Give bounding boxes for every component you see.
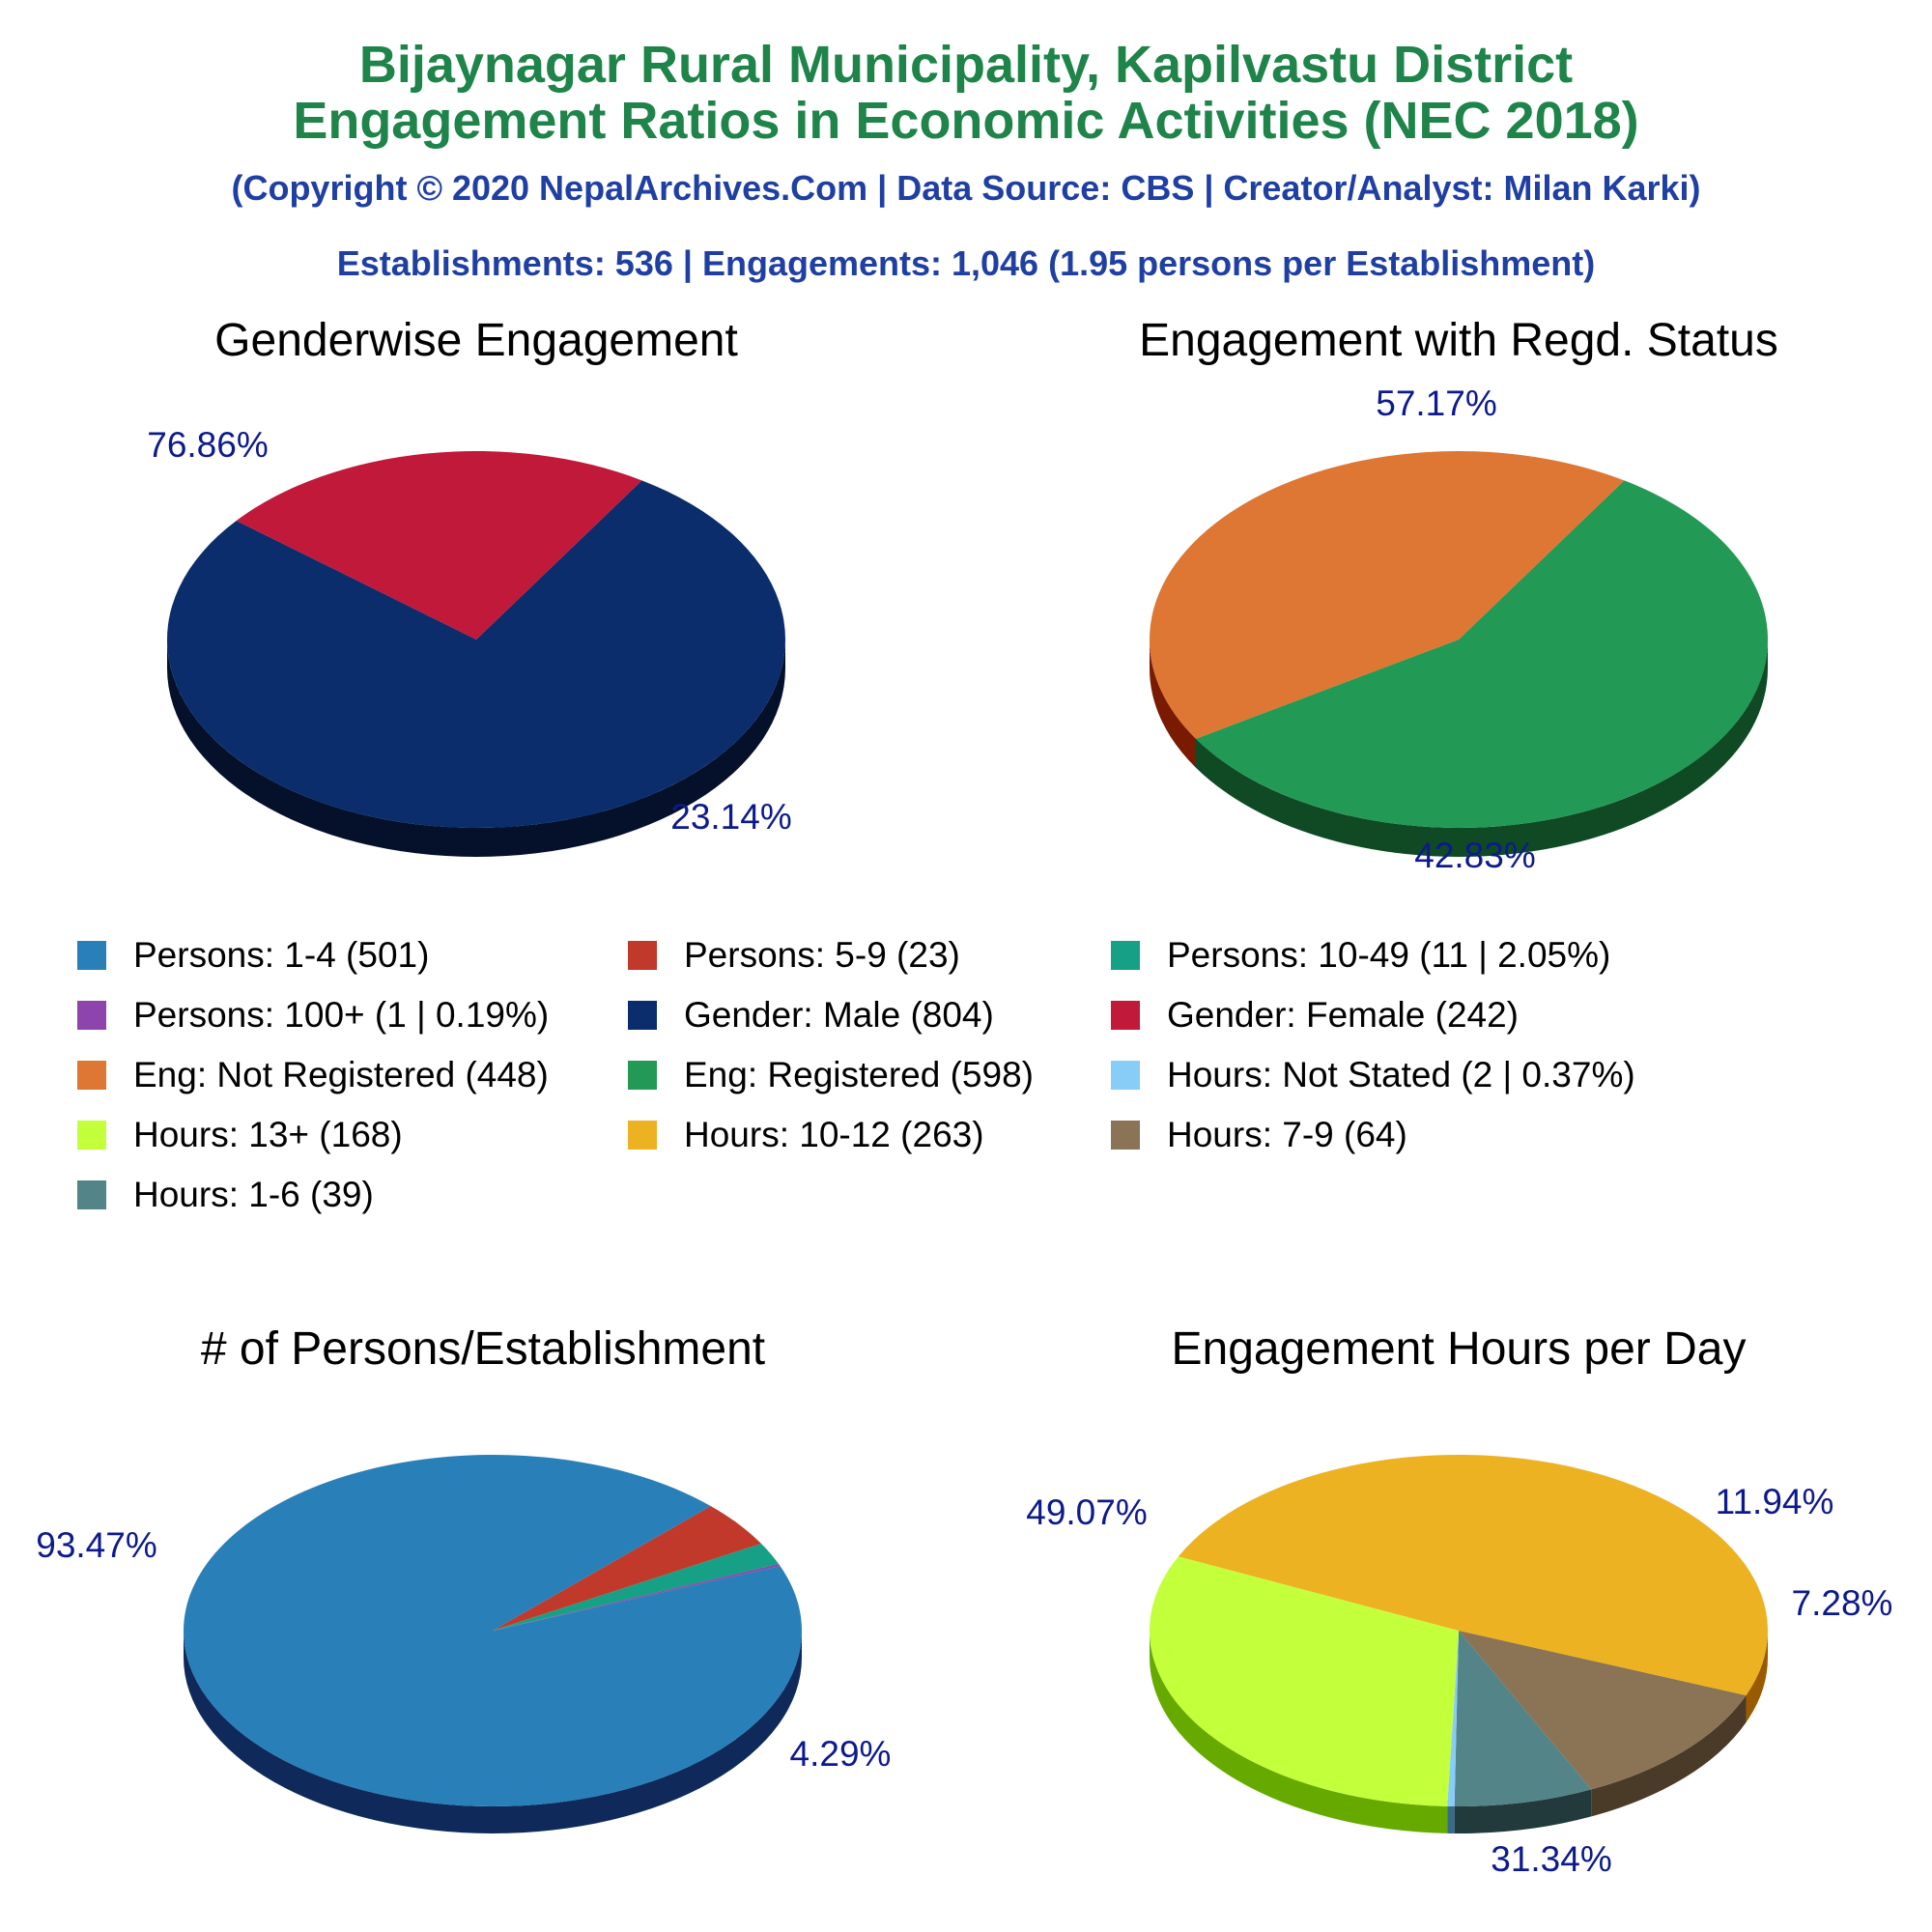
legend-swatch	[1111, 1121, 1140, 1150]
pie-slice	[236, 450, 642, 639]
pie-side	[1447, 1805, 1455, 1833]
legend-item: Persons: 100+ (1 | 0.19%)	[77, 995, 549, 1036]
legend-swatch	[628, 1001, 657, 1030]
pie-side	[1746, 1631, 1768, 1722]
slice-label: 76.86%	[147, 425, 269, 465]
slice-label: 93.47%	[36, 1525, 157, 1565]
legend-swatch	[1111, 1061, 1140, 1090]
legend-label: Persons: 5-9 (23)	[684, 935, 960, 975]
legend-swatch	[77, 1121, 106, 1150]
legend-swatch	[1111, 941, 1140, 970]
legend-item: Hours: Not Stated (2 | 0.37%)	[1111, 1055, 1635, 1095]
legend-swatch	[77, 941, 106, 970]
legend-item: Persons: 5-9 (23)	[628, 935, 960, 976]
pie-slice	[493, 1564, 781, 1631]
slice-label: 23.14%	[670, 797, 792, 837]
pie-slice	[1178, 1455, 1768, 1695]
legend-swatch	[77, 1180, 106, 1209]
pie-chart: Genderwise Engagement 76.86% 23.14%	[147, 315, 792, 857]
pie-slice	[1447, 1631, 1459, 1806]
title-line-1: Bijaynagar Rural Municipality, Kapilvast…	[358, 36, 1574, 94]
legend-item: Gender: Female (242)	[1111, 995, 1519, 1036]
title-line-2: Engagement Ratios in Economic Activities…	[293, 92, 1639, 150]
legend-swatch	[77, 1061, 106, 1090]
chart-title: # of Persons/Establishment	[201, 1323, 765, 1375]
legend-label: Persons: 1-4 (501)	[133, 935, 430, 975]
legend-label: Hours: 1-6 (39)	[133, 1175, 374, 1214]
legend-item: Gender: Male (804)	[628, 995, 994, 1036]
legend-swatch	[628, 1061, 657, 1090]
slice-label: 31.34%	[1491, 1839, 1612, 1879]
legend-item: Eng: Registered (598)	[628, 1055, 1034, 1095]
pie-slice	[1459, 1631, 1747, 1790]
pie-chart: Engagement Hours per Day 11.94% 7.28% 31.34…	[1026, 1323, 1892, 1879]
pie-chart: # of Persons/Establishment 93.47% 4.29%	[36, 1323, 891, 1833]
pie-slice	[1195, 480, 1768, 828]
legend-label: Eng: Not Registered (448)	[133, 1055, 549, 1094]
pie-side	[1195, 639, 1768, 857]
chart-title: Engagement Hours per Day	[1172, 1323, 1747, 1375]
pie-slice	[167, 480, 785, 828]
slice-label: 11.94%	[1716, 1482, 1834, 1521]
legend-swatch	[628, 941, 657, 970]
legend-swatch	[77, 1001, 106, 1030]
pie-side-walls	[1150, 639, 1768, 857]
pie-slice	[1150, 1556, 1459, 1806]
slice-label: 57.17%	[1376, 384, 1497, 423]
legend-label: Hours: 13+ (168)	[133, 1115, 403, 1154]
slice-label: 4.29%	[790, 1734, 892, 1774]
legend-item: Hours: 13+ (168)	[77, 1115, 403, 1155]
legend-label: Hours: 7-9 (64)	[1167, 1115, 1407, 1154]
pie-side	[1591, 1694, 1747, 1817]
legend-item: Hours: 7-9 (64)	[1111, 1115, 1407, 1155]
legend-swatch	[1111, 1001, 1140, 1030]
pie-slice	[1150, 450, 1625, 739]
legend-item: Hours: 10-12 (263)	[628, 1115, 984, 1155]
pie-slice	[493, 1543, 780, 1631]
legend-item: Persons: 10-49 (11 | 2.05%)	[1111, 935, 1610, 976]
legend-label: Gender: Male (804)	[684, 995, 994, 1035]
legend-label: Hours: 10-12 (263)	[684, 1115, 984, 1154]
pie-side	[1150, 1631, 1448, 1833]
pie-slice	[493, 1506, 762, 1631]
pie-chart: Engagement with Regd. Status 57.17% 42.83%	[1139, 315, 1778, 875]
legend-item: Persons: 1-4 (501)	[77, 935, 429, 976]
slice-label: 42.83%	[1414, 836, 1536, 875]
pie-side	[1454, 1789, 1592, 1833]
pie-side-walls	[1150, 1631, 1768, 1833]
pie-slice	[1454, 1631, 1592, 1806]
legend-label: Persons: 100+ (1 | 0.19%)	[133, 995, 550, 1035]
legend-item: Eng: Not Registered (448)	[77, 1055, 549, 1095]
legend-label: Persons: 10-49 (11 | 2.05%)	[1167, 935, 1611, 975]
copyright-line: (Copyright © 2020 NepalArchives.Com | Da…	[231, 168, 1701, 208]
legend-label: Eng: Registered (598)	[684, 1055, 1034, 1094]
chart-title: Engagement with Regd. Status	[1139, 315, 1778, 366]
legend-label: Gender: Female (242)	[1167, 995, 1520, 1035]
chart-title: Genderwise Engagement	[214, 315, 738, 366]
summary-line: Establishments: 536 | Engagements: 1,046…	[336, 243, 1596, 283]
legend-label: Hours: Not Stated (2 | 0.37%)	[1167, 1055, 1635, 1094]
legend-swatch	[628, 1121, 657, 1150]
slice-label: 7.28%	[1792, 1583, 1893, 1623]
legend-item: Hours: 1-6 (39)	[77, 1175, 374, 1215]
pie-side	[1150, 639, 1196, 768]
pie-slice	[184, 1455, 803, 1807]
slice-label: 49.07%	[1026, 1492, 1148, 1532]
